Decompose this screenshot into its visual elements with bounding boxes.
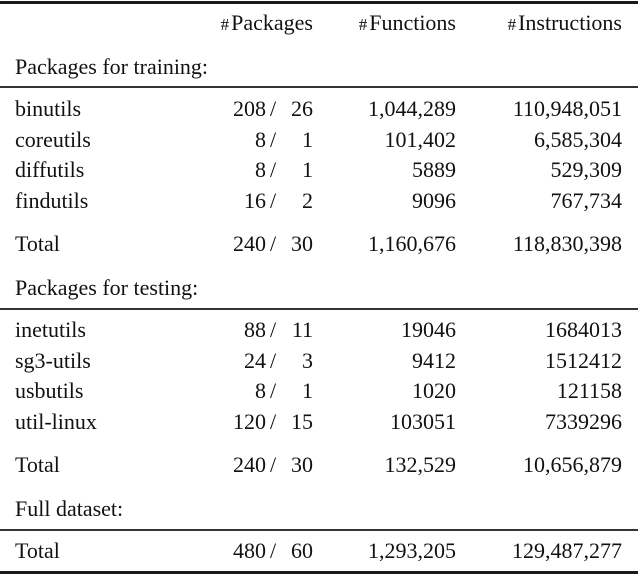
functions-count: 9412 <box>412 348 456 373</box>
packages-count: 88 <box>244 317 266 342</box>
functions-count: 1020 <box>412 378 456 403</box>
packages-count: 24 <box>244 348 266 373</box>
total-label: Total <box>15 452 60 477</box>
instructions-count: 767,734 <box>550 188 623 213</box>
instructions-count: 7339296 <box>545 409 622 434</box>
functions-count: 1,044,289 <box>368 96 456 121</box>
total-row-full: Total 480 / 60 1,293,205 129,487,277 <box>0 538 638 564</box>
table-row: coreutils 8 / 1 101,402 6,585,304 <box>0 127 638 153</box>
instructions-count: 129,487,277 <box>512 538 622 563</box>
package-name: usbutils <box>15 378 84 403</box>
section-label-full: Full dataset: <box>0 496 638 522</box>
packages-separator: / <box>270 231 277 256</box>
col-label: Packages <box>231 10 313 35</box>
mid-rule <box>0 529 638 531</box>
packages-separator: / <box>270 157 277 182</box>
functions-count: 5889 <box>412 157 456 182</box>
total-row-testing: Total 240 / 30 132,529 10,656,879 <box>0 452 638 478</box>
table-row: inetutils 88 / 11 19046 1684013 <box>0 317 638 343</box>
table-row: util-linux 120 / 15 103051 7339296 <box>0 409 638 435</box>
packages-count: 240 <box>233 452 266 477</box>
section-label: Packages for training: <box>15 54 209 79</box>
table-row: binutils 208 / 26 1,044,289 110,948,051 <box>0 96 638 122</box>
section-label: Packages for testing: <box>15 275 199 300</box>
functions-count: 1,160,676 <box>368 231 456 256</box>
packages-count: 16 <box>244 188 266 213</box>
col-header-functions: #Functions <box>359 10 456 38</box>
hash-symbol: # <box>358 15 368 34</box>
package-name: inetutils <box>15 317 86 342</box>
packages-separator: / <box>270 317 277 342</box>
packages-count: 8 <box>255 127 266 152</box>
col-label: Functions <box>369 10 456 35</box>
instructions-count: 6,585,304 <box>534 127 622 152</box>
packages-count: 8 <box>255 378 266 403</box>
packages-separator: / <box>270 378 277 403</box>
instructions-count: 1512412 <box>545 348 622 373</box>
col-header-packages: #Packages <box>221 10 313 38</box>
packages-sub-count: 3 <box>302 348 313 373</box>
section-label-testing: Packages for testing: <box>0 275 638 301</box>
col-header-instructions: #Instructions <box>508 10 622 38</box>
mid-rule <box>0 86 638 88</box>
packages-sub-count: 1 <box>302 378 313 403</box>
packages-sub-count: 1 <box>302 127 313 152</box>
header-row: #Packages #Functions #Instructions <box>0 10 638 36</box>
table-row: findutils 16 / 2 9096 767,734 <box>0 188 638 214</box>
col-label: Instructions <box>518 10 622 35</box>
table-row: sg3-utils 24 / 3 9412 1512412 <box>0 348 638 374</box>
packages-separator: / <box>270 127 277 152</box>
instructions-count: 110,948,051 <box>512 96 622 121</box>
package-name: sg3-utils <box>15 348 91 373</box>
packages-count: 240 <box>233 231 266 256</box>
functions-count: 101,402 <box>384 127 457 152</box>
packages-sub-count: 15 <box>291 409 313 434</box>
packages-separator: / <box>270 409 277 434</box>
functions-count: 9096 <box>412 188 456 213</box>
packages-count: 208 <box>233 96 266 121</box>
packages-count: 8 <box>255 157 266 182</box>
package-name: diffutils <box>15 157 85 182</box>
packages-sub-count: 2 <box>302 188 313 213</box>
packages-sub-count: 30 <box>291 231 313 256</box>
package-name: coreutils <box>15 127 91 152</box>
instructions-count: 10,656,879 <box>523 452 622 477</box>
packages-separator: / <box>270 348 277 373</box>
instructions-count: 1684013 <box>545 317 622 342</box>
functions-count: 19046 <box>401 317 456 342</box>
packages-separator: / <box>270 188 277 213</box>
packages-count: 120 <box>233 409 266 434</box>
bottom-rule <box>0 571 638 574</box>
instructions-count: 118,830,398 <box>512 231 622 256</box>
functions-count: 103051 <box>390 409 456 434</box>
top-rule <box>0 1 638 4</box>
instructions-count: 121158 <box>556 378 622 403</box>
functions-count: 1,293,205 <box>368 538 456 563</box>
package-name: findutils <box>15 188 89 213</box>
hash-symbol: # <box>220 15 230 34</box>
functions-count: 132,529 <box>384 452 457 477</box>
table-row: diffutils 8 / 1 5889 529,309 <box>0 157 638 183</box>
section-label-training: Packages for training: <box>0 54 638 80</box>
packages-sub-count: 26 <box>291 96 313 121</box>
table-row: usbutils 8 / 1 1020 121158 <box>0 378 638 404</box>
hash-symbol: # <box>507 15 517 34</box>
total-label: Total <box>15 538 60 563</box>
total-label: Total <box>15 231 60 256</box>
packages-separator: / <box>270 538 277 563</box>
mid-rule <box>0 308 638 310</box>
packages-sub-count: 60 <box>291 538 313 563</box>
packages-separator: / <box>270 452 277 477</box>
packages-count: 480 <box>233 538 266 563</box>
total-row-training: Total 240 / 30 1,160,676 118,830,398 <box>0 231 638 257</box>
section-label: Full dataset: <box>15 496 124 521</box>
packages-separator: / <box>270 96 277 121</box>
packages-sub-count: 11 <box>291 317 313 342</box>
package-name: binutils <box>15 96 82 121</box>
package-name: util-linux <box>15 409 97 434</box>
packages-sub-count: 1 <box>302 157 313 182</box>
instructions-count: 529,309 <box>550 157 623 182</box>
packages-sub-count: 30 <box>291 452 313 477</box>
